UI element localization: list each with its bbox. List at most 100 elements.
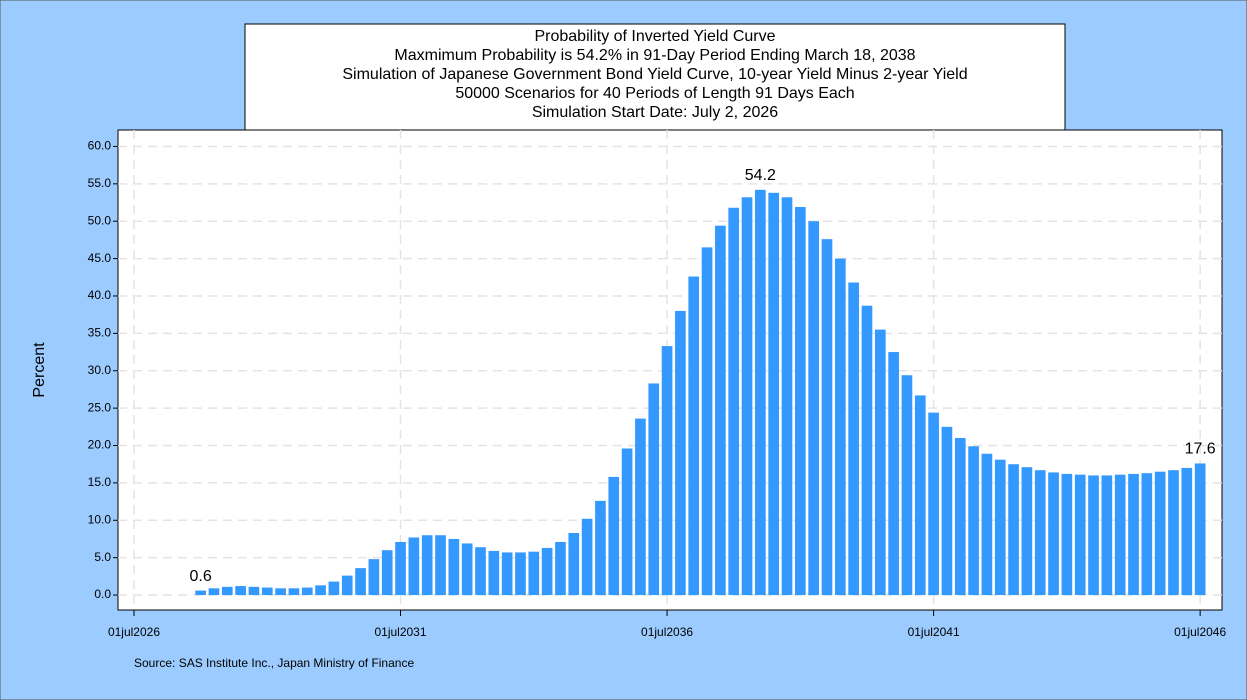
bar [328, 581, 340, 596]
bar [515, 552, 526, 596]
bar [1061, 473, 1073, 596]
bar [488, 550, 500, 596]
bar [688, 276, 700, 596]
bar [635, 418, 646, 596]
bar [1021, 467, 1033, 596]
bar [501, 552, 513, 596]
bar [834, 258, 846, 596]
bar [395, 541, 406, 596]
bar [848, 282, 859, 596]
y-tick-label: 35.0 [88, 326, 112, 340]
bar [315, 585, 326, 596]
x-tick-label: 01jul2031 [374, 625, 426, 639]
y-tick-label: 45.0 [88, 251, 112, 265]
y-tick-label: 50.0 [88, 213, 112, 227]
bar [555, 541, 566, 596]
bar [408, 537, 420, 596]
bar [768, 192, 780, 596]
title-box [244, 23, 1066, 131]
bar [461, 543, 473, 596]
chart-title: Maxmimum Probability is 54.2% in 91-Day … [394, 47, 915, 64]
y-tick-label: 60.0 [88, 139, 112, 153]
bar [888, 352, 899, 596]
x-tick-label: 01jul2026 [108, 625, 160, 639]
bar [355, 568, 366, 596]
bar [861, 305, 873, 596]
bar [288, 588, 300, 596]
value-label: 54.2 [745, 167, 776, 184]
bar [914, 395, 926, 596]
bar [755, 189, 766, 596]
bar [1034, 470, 1046, 596]
bar [1194, 463, 1206, 596]
bar [981, 453, 993, 596]
bar [968, 446, 979, 596]
source-note: Source: SAS Institute Inc., Japan Minist… [134, 656, 414, 670]
bar [661, 346, 673, 596]
bar [608, 476, 620, 596]
bar [781, 197, 793, 596]
bar [448, 538, 460, 596]
y-tick-label: 40.0 [88, 288, 112, 302]
chart-title: Probability of Inverted Yield Curve [534, 28, 775, 45]
bar [541, 547, 553, 596]
y-tick-label: 15.0 [88, 475, 112, 489]
bar [1128, 473, 1139, 596]
y-tick-label: 0.0 [94, 587, 111, 601]
y-tick-label: 30.0 [88, 363, 112, 377]
y-tick-label: 20.0 [88, 438, 112, 452]
bar [994, 459, 1006, 596]
bar [1074, 474, 1086, 596]
bar [275, 588, 286, 596]
bar [808, 221, 819, 596]
bar [421, 535, 433, 596]
bar [954, 438, 966, 596]
chart-title: Simulation Start Date: July 2, 2026 [532, 104, 778, 121]
y-axis-label: Percent [31, 342, 48, 398]
bar [1141, 473, 1153, 596]
bar [901, 375, 913, 596]
bar [528, 551, 540, 596]
y-tick-label: 25.0 [88, 400, 112, 414]
bar [941, 426, 953, 596]
bar [715, 225, 726, 596]
bar [248, 586, 260, 596]
y-tick-label: 10.0 [88, 512, 112, 526]
y-tick-label: 55.0 [88, 176, 112, 190]
x-tick-label: 01jul2036 [641, 625, 693, 639]
bar [821, 239, 833, 596]
bar [1114, 474, 1126, 596]
bar [928, 412, 939, 596]
bar [221, 586, 233, 596]
bar [741, 197, 753, 596]
bar [368, 559, 380, 596]
bar [235, 586, 246, 596]
bar [675, 310, 686, 596]
bar [728, 207, 740, 596]
bar [261, 587, 273, 596]
bar [1088, 475, 1099, 596]
x-tick-label: 01jul2041 [908, 625, 960, 639]
bar [581, 518, 593, 596]
bar [475, 547, 486, 596]
bar [568, 532, 580, 596]
y-tick-label: 5.0 [94, 550, 111, 564]
bar [621, 448, 633, 596]
chart-title: 50000 Scenarios for 40 Periods of Length… [455, 85, 854, 102]
x-tick-label: 01jul2046 [1174, 625, 1226, 639]
bar [874, 329, 886, 596]
bar [341, 575, 353, 596]
value-label: 0.6 [190, 568, 212, 585]
bar [701, 247, 713, 596]
bar [795, 207, 806, 596]
chart-title: Simulation of Japanese Government Bond Y… [342, 66, 967, 83]
bar [648, 383, 660, 596]
bar [195, 590, 206, 596]
bar [1181, 467, 1193, 596]
bar [208, 588, 220, 596]
bar [435, 535, 446, 596]
bar [1168, 470, 1179, 596]
value-label: 17.6 [1185, 441, 1216, 458]
bar [1048, 472, 1059, 596]
